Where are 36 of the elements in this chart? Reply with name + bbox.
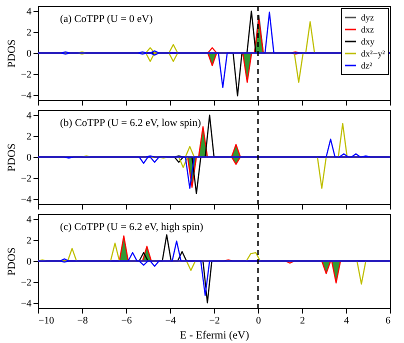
y-tick-label: −4: [20, 298, 32, 310]
x-tick-label: −8: [77, 316, 88, 326]
annotation: (b) CoTPP (U = 6.2 eV, low spin): [60, 118, 202, 129]
y-tick-label: 4: [26, 6, 32, 18]
y-tick-label: 2: [26, 132, 32, 143]
x-tick-label: −6: [121, 316, 132, 326]
x-tick-label: −2: [209, 316, 220, 326]
legend-label: dz²: [361, 60, 372, 70]
x-tick-label: 4: [344, 316, 349, 326]
annotation: (a) CoTPP (U = 0 eV): [60, 14, 154, 25]
legend-label: dxy: [361, 36, 375, 46]
y-tick-label: 2: [26, 28, 32, 39]
y-tick-label: −2: [20, 173, 32, 184]
y-tick-label: −4: [20, 194, 32, 206]
y-tick-label: 0: [26, 48, 32, 60]
y-tick-label: 4: [26, 214, 32, 226]
y-tick-label: −4: [20, 90, 32, 102]
y-axis-title: PDOS: [6, 39, 18, 68]
x-axis-title: E - Efermi (eV): [180, 330, 250, 342]
y-tick-label: −2: [20, 69, 32, 80]
x-tick-label: 6: [386, 316, 390, 326]
annotation: (c) CoTPP (U = 6.2 eV, high spin): [60, 222, 204, 233]
legend-label: dx²−y²: [361, 48, 386, 58]
x-tick-label: −4: [165, 316, 176, 326]
legend-label: dyz: [361, 12, 374, 22]
y-tick-label: 0: [26, 152, 32, 164]
legend-label: dxz: [361, 24, 374, 34]
x-tick-label: −10: [38, 316, 54, 326]
y-axis-title: PDOS: [6, 143, 18, 172]
y-tick-label: 2: [26, 236, 32, 247]
y-tick-label: 0: [26, 256, 32, 268]
x-tick-label: 2: [300, 316, 305, 326]
y-tick-label: 4: [26, 110, 32, 122]
y-tick-label: −2: [20, 277, 32, 288]
y-axis-title: PDOS: [6, 247, 18, 276]
x-tick-label: 0: [256, 316, 261, 326]
